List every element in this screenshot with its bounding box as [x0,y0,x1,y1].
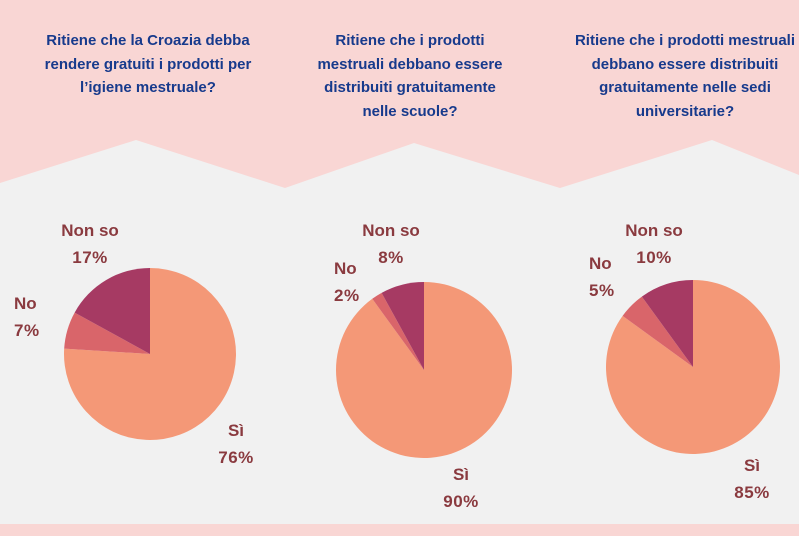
panel-3-label-non-so: Non so 10% [618,221,690,268]
panel-1-label-no: No 7% [14,294,40,341]
panel-3-label-no-name: No [589,254,612,273]
panel-2-label-no: No 2% [334,259,360,306]
panel-2-question: Ritiene che i prodotti mestruali debbano… [317,32,503,120]
panel-3-label-si-name: Sì [743,456,761,475]
panel-1-label-si: Sì 76% [212,421,260,468]
panel-1-label-non-so-value: 17% [72,248,108,267]
panel-1-label-non-so: Non so 17% [54,221,126,268]
panel-1-label-si-name: Sì [227,421,245,440]
panel-3-pie-chart [606,280,780,454]
panel-3-slice-no [622,296,693,367]
panel-1-label-no-name: No [14,294,37,313]
panel-2-label-no-name: No [334,259,357,278]
panel-2-label-non-so-value: 8% [378,248,404,267]
panel-3-label-no: No 5% [589,254,615,301]
panel-3-label-non-so-value: 10% [636,248,672,267]
panel-2-label-si-value: 90% [443,492,479,511]
panel-2-pie-chart [336,282,512,458]
panel-1-slice-no [64,312,150,354]
panel-1-label-si-value: 76% [218,448,254,467]
panel-1-label-no-value: 7% [14,321,40,340]
panel-2-label-non-so-name: Non so [362,221,420,240]
panel-1-slice-si [64,268,237,440]
panel-3-label-non-so-name: Non so [625,221,683,240]
panel-2-slice-non-so [381,282,424,370]
panel-3-question: Ritiene che i prodotti mestruali debbano… [574,32,796,120]
panel-2-slice-no [372,292,424,370]
panel-2-label-si-name: Sì [452,465,470,484]
panel-3-label-si-value: 85% [734,483,770,502]
panel-3-slice-non-so [641,280,693,367]
panel-2-label-non-so: Non so 8% [356,221,426,268]
panel-3-label-si: Sì 85% [728,456,776,503]
panel-1-label-non-so-name: Non so [61,221,119,240]
panel-1-pie-chart [64,268,237,440]
panel-1-slice-non-so [74,268,150,354]
footer-band [0,524,799,536]
panel-2-label-si: Sì 90% [437,465,485,512]
panel-1-question: Ritiene che la Croazia debba rendere gra… [44,32,252,96]
panel-2-label-no-value: 2% [334,286,360,305]
panel-3-label-no-value: 5% [589,281,615,300]
header-band [0,0,799,188]
